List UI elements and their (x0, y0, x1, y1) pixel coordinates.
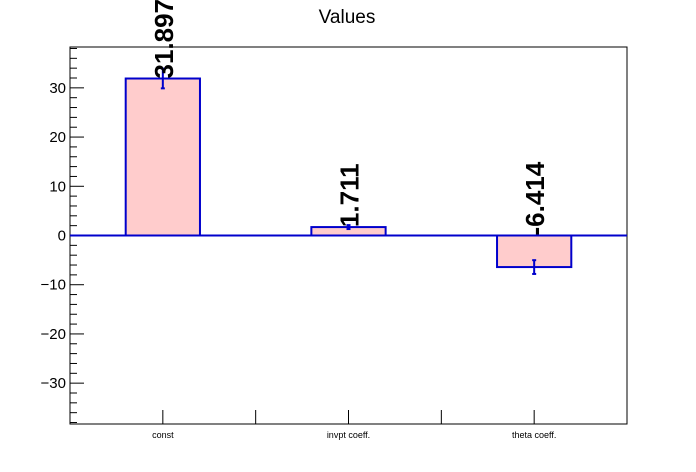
x-tick-label: theta coeff. (512, 430, 556, 440)
chart-title: Values (319, 7, 376, 28)
y-tick-label: −20 (41, 326, 66, 343)
data-label: 31.897 (149, 0, 179, 79)
x-tick-label: const (152, 430, 174, 440)
data-label: 1.711 (335, 163, 365, 227)
data-label: -6.414 (520, 161, 550, 235)
y-tick-label: −30 (41, 375, 66, 392)
bar (124, 77, 201, 237)
x-tick-label: invpt coeff. (327, 430, 370, 440)
y-tick-label: −10 (41, 277, 66, 294)
y-tick-label: 10 (49, 178, 66, 195)
y-tick-label: 30 (49, 80, 66, 97)
y-tick-label: 0 (58, 228, 66, 245)
y-tick-label: 20 (49, 129, 66, 146)
